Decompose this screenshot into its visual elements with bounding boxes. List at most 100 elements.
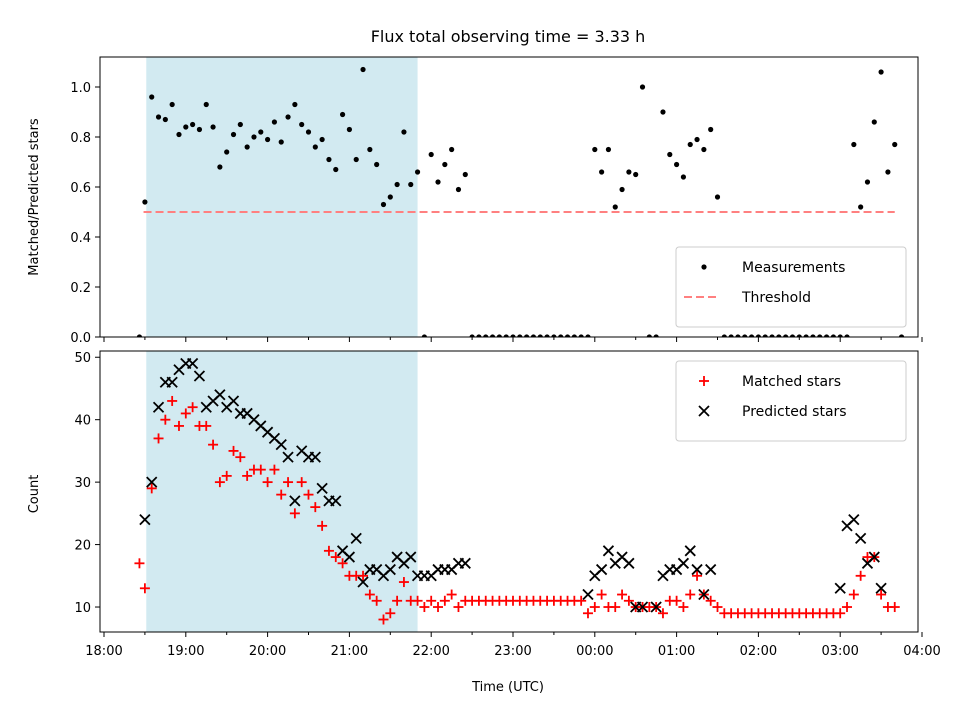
matched-star-marker xyxy=(323,545,334,556)
x-tick-label: 19:00 xyxy=(167,644,204,659)
bottom-y-axis-label: Count xyxy=(27,475,42,514)
measurement-point xyxy=(789,334,796,337)
measurement-point xyxy=(230,131,237,138)
measurement-point xyxy=(892,141,898,148)
measurement-point xyxy=(783,334,789,337)
predicted-star-marker xyxy=(650,601,662,613)
y-tick-label: 40 xyxy=(74,414,91,429)
measurement-point xyxy=(748,334,755,337)
predicted-star-marker xyxy=(282,451,294,463)
predicted-star-marker xyxy=(623,557,635,569)
matched-star-marker xyxy=(385,608,396,619)
measurement-point xyxy=(530,334,537,337)
predicted-star-marker xyxy=(602,545,615,557)
measurement-point xyxy=(251,134,257,140)
matched-star-marker xyxy=(187,402,198,413)
measurement-point xyxy=(687,141,693,148)
x-tick-label: 23:00 xyxy=(494,644,531,659)
legend-marker-measurements xyxy=(701,264,707,270)
matched-star-marker xyxy=(364,589,375,600)
measurement-point xyxy=(244,144,250,150)
measurement-point xyxy=(605,146,612,153)
matched-star-marker xyxy=(214,477,225,488)
measurement-point xyxy=(558,334,564,337)
measurement-point xyxy=(817,334,823,337)
measurement-point xyxy=(551,334,557,337)
measurement-point xyxy=(837,334,843,337)
matched-star-marker xyxy=(712,602,723,613)
matched-star-marker xyxy=(235,452,246,463)
predicted-star-marker xyxy=(146,476,158,488)
measurement-point xyxy=(714,194,721,200)
measurement-point xyxy=(312,144,318,150)
measurement-point xyxy=(728,334,734,337)
measurement-point xyxy=(162,116,168,123)
measurement-point xyxy=(721,334,727,337)
measurement-point xyxy=(217,164,223,170)
bottom-plot: 10 20 30 40 50 18:00 19:00 20:00 21:00 22:00 23:00… xyxy=(74,350,941,659)
measurement-point xyxy=(210,124,216,130)
measurement-point xyxy=(735,334,741,337)
measurement-point xyxy=(258,129,264,135)
matched-star-marker xyxy=(173,420,184,431)
measurement-point xyxy=(469,334,475,337)
matched-star-marker xyxy=(160,414,171,425)
measurement-point xyxy=(864,179,871,185)
matched-star-marker xyxy=(167,395,178,406)
measurement-point xyxy=(660,109,666,115)
measurement-point xyxy=(503,334,509,337)
measurement-point xyxy=(878,69,884,75)
matched-star-marker xyxy=(358,570,369,581)
measurement-point xyxy=(285,114,291,120)
matched-star-marker xyxy=(596,589,607,600)
measurement-point xyxy=(680,174,687,180)
predicted-star-marker xyxy=(691,563,703,576)
y-tick-label: 50 xyxy=(74,351,91,366)
predicted-star-marker xyxy=(139,513,151,526)
axes-frame xyxy=(99,56,919,338)
legend-label: Measurements xyxy=(742,260,845,276)
measurement-point xyxy=(183,124,189,130)
predicted-star-marker xyxy=(698,588,710,601)
predicted-star-marker xyxy=(405,551,417,563)
measurement-point xyxy=(639,84,646,90)
matched-star-marker xyxy=(303,489,314,500)
matched-star-marker xyxy=(848,589,859,600)
measurement-point xyxy=(462,171,468,178)
measurement-point xyxy=(871,119,877,125)
predicted-star-marker xyxy=(855,532,867,544)
measurement-point xyxy=(564,334,571,337)
measurement-point xyxy=(305,129,312,135)
matched-star-marker xyxy=(208,439,219,450)
measurement-point xyxy=(353,156,359,163)
predicted-star-marker xyxy=(684,545,696,557)
legend: Matched stars Predicted stars xyxy=(675,360,907,442)
x-tick-label: 22:00 xyxy=(412,644,449,659)
x-tick-label: 01:00 xyxy=(658,644,695,659)
measurement-point xyxy=(408,181,414,188)
matched-star-marker xyxy=(221,470,232,481)
top-y-axis-label: Matched/Predicted stars xyxy=(27,118,42,276)
predicted-star-marker xyxy=(582,588,594,601)
measurement-point xyxy=(265,136,271,143)
predicted-star-marker xyxy=(330,495,342,507)
measurement-point xyxy=(142,199,148,205)
x-tick-label: 18:00 xyxy=(85,644,122,659)
measurement-point xyxy=(401,129,407,135)
measurement-point xyxy=(578,334,584,337)
matched-star-marker xyxy=(289,508,300,519)
matched-star-marker xyxy=(269,464,280,475)
measurement-point xyxy=(844,334,850,337)
measurement-point xyxy=(810,334,816,337)
y-tick-label: 0.0 xyxy=(70,331,91,346)
predicted-star-marker xyxy=(275,439,287,451)
measurement-point xyxy=(136,334,143,337)
measurement-point xyxy=(898,334,905,337)
matched-star-marker xyxy=(398,577,409,588)
matched-star-marker xyxy=(371,595,382,606)
matched-star-marker xyxy=(262,477,273,488)
measurement-point xyxy=(455,186,462,193)
matched-star-marker xyxy=(576,595,587,606)
measurement-point xyxy=(769,334,775,337)
